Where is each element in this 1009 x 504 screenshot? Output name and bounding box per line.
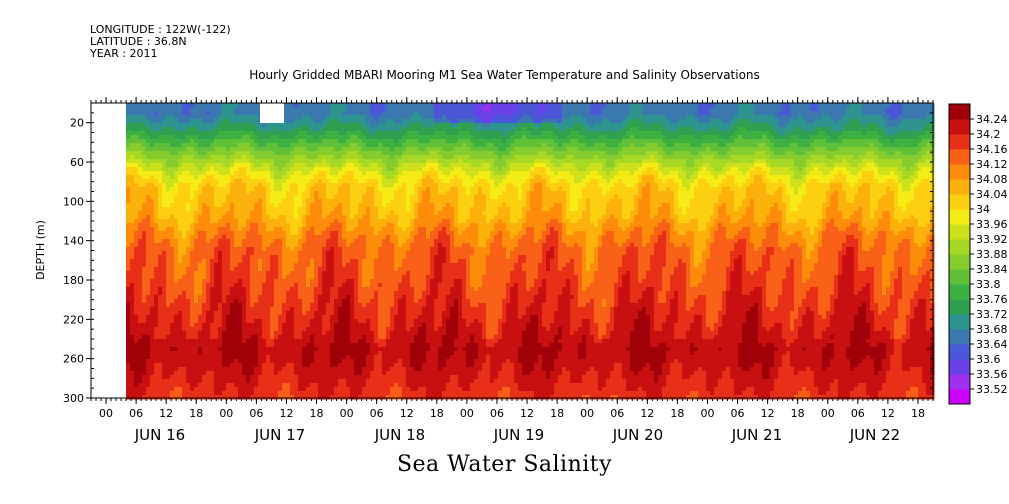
x-tick-label: 12 bbox=[279, 407, 293, 420]
colorbar-segment bbox=[949, 194, 970, 210]
heatmap-cells bbox=[126, 103, 935, 400]
x-day-label: JUN 20 bbox=[612, 426, 663, 444]
x-tick-label: 12 bbox=[520, 407, 534, 420]
colorbar-segment bbox=[949, 134, 970, 150]
x-axis-title: Sea Water Salinity bbox=[396, 452, 613, 477]
x-tick-label: 00 bbox=[700, 407, 714, 420]
colorbar-label: 34.04 bbox=[976, 188, 1008, 201]
y-tick-label: 180 bbox=[63, 274, 84, 287]
x-day-label: JUN 16 bbox=[134, 426, 185, 444]
x-tick-label: 00 bbox=[99, 407, 113, 420]
colorbar-label: 34.2 bbox=[976, 128, 1001, 141]
x-tick-label: 18 bbox=[911, 407, 925, 420]
longitude-label: LONGITUDE : 122W(-122) bbox=[90, 23, 231, 36]
colorbar-label: 34.08 bbox=[976, 173, 1008, 186]
year-label: YEAR : 2011 bbox=[90, 47, 158, 60]
y-tick-label: 60 bbox=[70, 156, 84, 169]
x-tick-label: 12 bbox=[761, 407, 775, 420]
colorbar-label: 33.76 bbox=[976, 293, 1008, 306]
colorbar-segment bbox=[949, 269, 970, 285]
colorbar-label: 34.12 bbox=[976, 158, 1008, 171]
colorbar-label: 33.92 bbox=[976, 233, 1008, 246]
x-tick-label: 12 bbox=[881, 407, 895, 420]
colorbar-label: 33.6 bbox=[976, 353, 1001, 366]
colorbar-segment bbox=[949, 389, 970, 405]
colorbar-segment bbox=[949, 224, 970, 240]
y-tick-label: 300 bbox=[63, 392, 84, 405]
x-tick-label: 12 bbox=[159, 407, 173, 420]
colorbar-segment bbox=[949, 374, 970, 390]
x-day-label: JUN 22 bbox=[849, 426, 900, 444]
chart-title: Hourly Gridded MBARI Mooring M1 Sea Wate… bbox=[249, 68, 760, 82]
x-tick-label: 06 bbox=[731, 407, 745, 420]
colorbar-label: 33.8 bbox=[976, 278, 1001, 291]
x-day-label: JUN 18 bbox=[374, 426, 425, 444]
colorbar-label: 34.16 bbox=[976, 143, 1008, 156]
colorbar: 33.52 33.56 33.6 33.64 33.68 33.72 33.76 33.8 33… bbox=[948, 103, 1008, 405]
axes: 20 60 100 140 180 220 260 300 00 06 12 18 00 06 12 18 00… bbox=[63, 97, 934, 444]
colorbar-label: 33.96 bbox=[976, 218, 1008, 231]
plot-area bbox=[91, 103, 935, 400]
colorbar-segment bbox=[949, 344, 970, 360]
x-tick-label: 00 bbox=[821, 407, 835, 420]
colorbar-label: 34.24 bbox=[976, 113, 1008, 126]
colorbar-segment bbox=[949, 164, 970, 180]
colorbar-label: 33.64 bbox=[976, 338, 1008, 351]
colorbar-label: 33.52 bbox=[976, 383, 1008, 396]
y-tick-label: 100 bbox=[63, 195, 84, 208]
colorbar-segment bbox=[949, 314, 970, 330]
colorbar-segment bbox=[949, 119, 970, 135]
x-tick-label: 06 bbox=[249, 407, 263, 420]
x-tick-label: 06 bbox=[490, 407, 504, 420]
x-tick-label: 18 bbox=[189, 407, 203, 420]
x-tick-label: 18 bbox=[791, 407, 805, 420]
x-tick-label: 18 bbox=[670, 407, 684, 420]
colorbar-label: 33.84 bbox=[976, 263, 1008, 276]
x-tick-label: 00 bbox=[580, 407, 594, 420]
colorbar-segment bbox=[949, 329, 970, 345]
x-day-label: JUN 19 bbox=[493, 426, 544, 444]
x-tick-label: 00 bbox=[460, 407, 474, 420]
colorbar-label: 33.68 bbox=[976, 323, 1008, 336]
colorbar-label: 34 bbox=[976, 203, 990, 216]
colorbar-segment bbox=[949, 284, 970, 300]
x-tick-label: 12 bbox=[400, 407, 414, 420]
colorbar-label: 33.56 bbox=[976, 368, 1008, 381]
colorbar-segment bbox=[949, 239, 970, 255]
colorbar-segment bbox=[949, 359, 970, 375]
x-tick-label: 06 bbox=[129, 407, 143, 420]
no-data-region bbox=[91, 103, 126, 398]
latitude-label: LATITUDE : 36.8N bbox=[90, 35, 187, 48]
x-tick-label: 00 bbox=[219, 407, 233, 420]
colorbar-segment bbox=[949, 209, 970, 225]
y-tick-label: 140 bbox=[63, 235, 84, 248]
colorbar-segment bbox=[949, 104, 970, 120]
data-gap bbox=[260, 103, 284, 123]
x-tick-label: 18 bbox=[550, 407, 564, 420]
x-day-label: JUN 21 bbox=[731, 426, 782, 444]
y-tick-label: 260 bbox=[63, 353, 84, 366]
y-axis-label: DEPTH (m) bbox=[34, 220, 47, 280]
x-day-label: JUN 17 bbox=[254, 426, 305, 444]
x-tick-label: 00 bbox=[340, 407, 354, 420]
x-tick-label: 18 bbox=[310, 407, 324, 420]
colorbar-segment bbox=[949, 254, 970, 270]
colorbar-label: 33.88 bbox=[976, 248, 1008, 261]
colorbar-segment bbox=[949, 149, 970, 165]
x-tick-label: 06 bbox=[370, 407, 384, 420]
y-tick-label: 20 bbox=[70, 117, 84, 130]
x-tick-label: 06 bbox=[851, 407, 865, 420]
colorbar-segment bbox=[949, 299, 970, 315]
colorbar-segment bbox=[949, 179, 970, 195]
x-tick-label: 12 bbox=[640, 407, 654, 420]
colorbar-label: 33.72 bbox=[976, 308, 1008, 321]
x-tick-label: 06 bbox=[610, 407, 624, 420]
x-tick-label: 18 bbox=[430, 407, 444, 420]
y-tick-label: 220 bbox=[63, 313, 84, 326]
